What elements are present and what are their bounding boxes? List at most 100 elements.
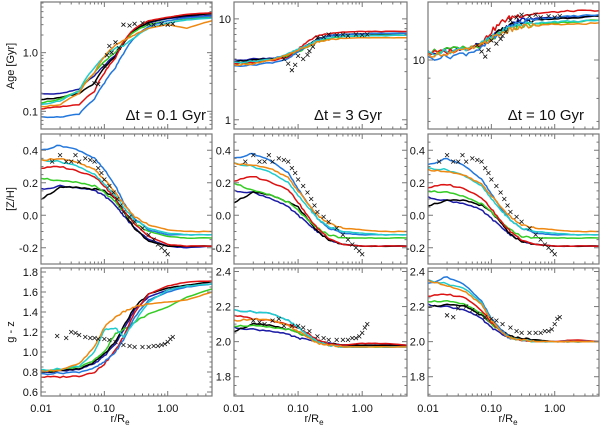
series-group <box>428 276 599 343</box>
x-tick-label: 0.01 <box>417 403 438 415</box>
series-line-blue <box>428 157 599 236</box>
series-line-red <box>41 280 212 379</box>
panel-r1-c2: -0.2 0.0 0.2 0.4 <box>406 133 600 265</box>
panel-r2-c0: 0.01 0.10 1.00 0.6 0.8 1.0 1.2 1.4 1.6 1.8 <box>23 267 213 415</box>
observed-marker <box>305 52 310 58</box>
observed-marker <box>92 159 97 164</box>
series-line-orange <box>428 22 599 58</box>
y-tick-label: 10 <box>219 14 231 26</box>
observed-marker <box>162 341 168 347</box>
panel-frame <box>233 133 408 265</box>
series-line-orange <box>428 168 599 233</box>
series-group <box>428 157 599 248</box>
observed-marker <box>479 159 484 164</box>
x-tick-label: 0.10 <box>287 403 308 415</box>
observed-marker <box>498 190 503 195</box>
y-tick-label: 1.0 <box>23 48 38 60</box>
observed-marker <box>542 242 548 247</box>
observed-marker <box>519 330 524 336</box>
observed-marker <box>527 330 532 336</box>
observed-marker <box>349 335 355 341</box>
panel-r0-c1: 1 10 <box>219 1 408 130</box>
y-tick-label: 0.1 <box>23 106 38 118</box>
y-tick-label: 0.0 <box>216 210 231 222</box>
y-tick-label: 1.6 <box>23 287 38 299</box>
observed-marker <box>552 251 557 257</box>
observed-marker <box>289 165 295 171</box>
panel-r2-c2: 0.01 0.10 1.00 1.8 2.0 2.2 2.4 <box>410 267 600 415</box>
observed-marker <box>289 323 295 329</box>
observed-marker <box>475 311 480 316</box>
observed-marker <box>146 344 151 350</box>
y-tick-label: 0.0 <box>23 210 38 222</box>
y-tick-label: 2.0 <box>216 337 231 349</box>
xlabel-text: r/R <box>498 413 513 425</box>
series-line-darkblue <box>428 195 599 248</box>
panel-frame <box>233 267 408 397</box>
observed-marker <box>292 170 298 176</box>
observed-marker <box>102 336 107 342</box>
svg-text:r/Re: r/Re <box>110 413 130 426</box>
observed-marker <box>127 23 132 28</box>
series-line-orange <box>41 291 212 373</box>
series-group <box>234 152 407 248</box>
series-line-red <box>428 183 599 248</box>
observed-marker <box>519 12 524 18</box>
panel-r1-c1: -0.2 0.0 0.2 0.4 <box>212 133 408 265</box>
observed-marker <box>68 159 74 164</box>
observed-marker <box>170 21 176 27</box>
observed-marker <box>49 159 55 164</box>
observed-marker <box>121 209 126 215</box>
observed-marker <box>76 332 82 338</box>
observed-marker <box>482 54 488 59</box>
observed-marker <box>455 306 461 311</box>
observed-points <box>436 152 557 257</box>
observed-marker <box>364 321 370 327</box>
observed-marker <box>262 321 267 327</box>
xlabel-col-1: r/Re <box>304 413 324 426</box>
observed-marker <box>345 237 351 242</box>
observed-marker <box>151 237 156 242</box>
observed-marker <box>102 177 107 182</box>
observed-marker <box>362 325 368 330</box>
observed-marker <box>486 47 491 53</box>
xlabel-subscript: e <box>513 418 518 426</box>
observed-marker <box>118 203 123 208</box>
observed-marker <box>270 159 275 164</box>
panel-frame <box>427 1 600 130</box>
series-group <box>41 11 212 119</box>
observed-marker <box>132 344 137 350</box>
observed-marker <box>475 157 480 163</box>
observed-marker <box>165 251 170 257</box>
observed-marker <box>315 334 320 339</box>
observed-marker <box>514 214 519 220</box>
observed-marker <box>340 337 346 343</box>
observed-points <box>49 152 170 257</box>
series-line-red <box>41 11 212 110</box>
observed-marker <box>310 44 316 49</box>
annotation-dt-3-gyr: Δt = 3 Gyr <box>314 107 382 124</box>
x-tick-label: 1.00 <box>544 403 565 415</box>
observed-points <box>281 32 370 73</box>
y-tick-label: 0.2 <box>23 178 38 190</box>
observed-marker <box>494 41 499 46</box>
observed-marker <box>107 183 112 189</box>
observed-marker <box>266 152 272 158</box>
observed-marker <box>281 56 287 62</box>
observed-marker <box>326 219 331 225</box>
xlabel-text: r/R <box>110 413 125 425</box>
observed-marker <box>111 190 116 195</box>
observed-marker <box>533 232 538 238</box>
panel-frame <box>427 133 600 265</box>
x-tick-label: 0.10 <box>481 403 502 415</box>
observed-marker <box>295 177 301 182</box>
series-line-cyan <box>41 283 212 372</box>
observed-marker <box>281 157 287 163</box>
series-line-cyan <box>428 19 599 56</box>
observed-marker <box>479 49 484 54</box>
series-line-blue <box>41 144 212 236</box>
series-group <box>428 9 599 61</box>
observed-marker <box>83 156 88 161</box>
observed-marker <box>307 328 312 334</box>
series-line-green <box>41 16 212 104</box>
